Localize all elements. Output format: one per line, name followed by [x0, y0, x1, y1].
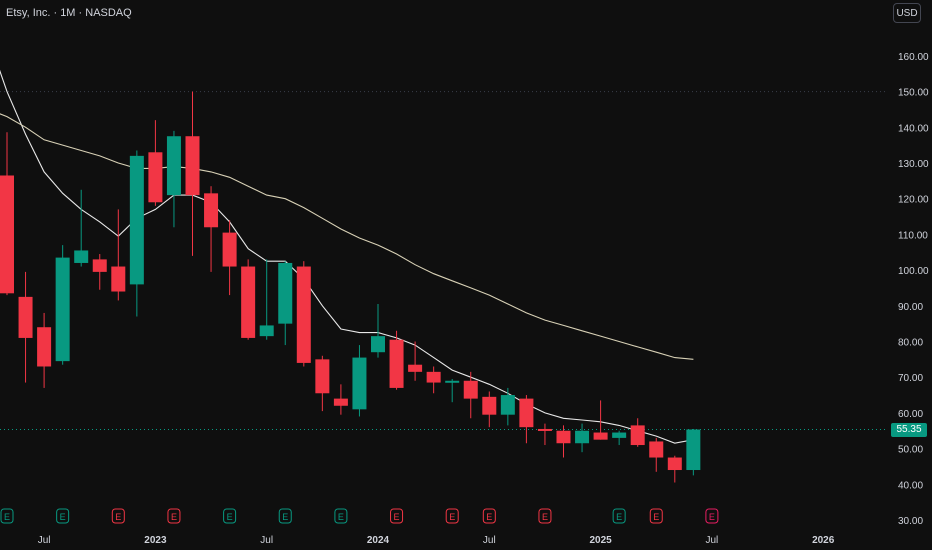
- earnings-marker-icon[interactable]: [390, 508, 404, 524]
- candle-body[interactable]: [259, 325, 274, 337]
- y-tick-label: 50.00: [898, 445, 923, 456]
- candle-body[interactable]: [333, 398, 348, 406]
- earnings-marker-icon[interactable]: [56, 508, 70, 524]
- earnings-marker-icon[interactable]: [538, 508, 552, 524]
- y-tick-label: 150.00: [898, 88, 929, 99]
- earnings-marker-label: E: [227, 512, 233, 522]
- earnings-marker-icon[interactable]: [612, 508, 626, 524]
- candle-body[interactable]: [278, 262, 293, 324]
- earnings-marker-label: E: [60, 512, 66, 522]
- candle-body[interactable]: [519, 398, 534, 428]
- earnings-marker-icon[interactable]: [705, 508, 719, 524]
- candle-body[interactable]: [166, 136, 181, 196]
- candle-body[interactable]: [111, 266, 126, 292]
- earnings-marker-icon[interactable]: [334, 508, 348, 524]
- candle-body[interactable]: [389, 339, 404, 388]
- earnings-marker-label: E: [653, 512, 659, 522]
- x-tick-label: 2023: [144, 535, 167, 546]
- candle-body[interactable]: [537, 428, 552, 431]
- x-tick-label: Jul: [260, 535, 273, 546]
- x-tick-label: Jul: [483, 535, 496, 546]
- earnings-marker-label: E: [115, 512, 121, 522]
- earnings-marker-icon[interactable]: [482, 508, 496, 524]
- earnings-marker-label: E: [4, 512, 10, 522]
- x-tick-label: 2024: [367, 535, 390, 546]
- candle-body[interactable]: [593, 432, 608, 440]
- candle-body[interactable]: [129, 155, 144, 285]
- currency-button[interactable]: USD: [893, 3, 921, 23]
- earnings-marker-label: E: [542, 512, 548, 522]
- candle-body[interactable]: [92, 259, 107, 272]
- earnings-marker-icon[interactable]: [111, 508, 125, 524]
- candle-body[interactable]: [482, 396, 497, 415]
- candle-body[interactable]: [74, 250, 89, 263]
- earnings-marker-label: E: [616, 512, 622, 522]
- x-tick-label: Jul: [706, 535, 719, 546]
- y-tick-label: 60.00: [898, 409, 923, 420]
- candle-body[interactable]: [204, 193, 219, 228]
- candle-body[interactable]: [445, 380, 460, 383]
- candle-body[interactable]: [649, 441, 664, 458]
- earnings-marker-label: E: [709, 512, 715, 522]
- candle-body[interactable]: [241, 266, 256, 338]
- earnings-marker-icon[interactable]: [445, 508, 459, 524]
- earnings-marker-label: E: [486, 512, 492, 522]
- candle-body[interactable]: [408, 364, 423, 372]
- candle-body[interactable]: [667, 457, 682, 471]
- candle-body[interactable]: [148, 152, 163, 203]
- x-tick-label: 2025: [589, 535, 612, 546]
- earnings-marker-icon[interactable]: [167, 508, 181, 524]
- candle-body[interactable]: [686, 429, 701, 471]
- y-tick-label: 120.00: [898, 195, 929, 206]
- earnings-marker-icon[interactable]: [223, 508, 237, 524]
- last-price-tag: 55.35: [891, 422, 927, 437]
- earnings-marker-label: E: [449, 512, 455, 522]
- y-tick-label: 80.00: [898, 338, 923, 349]
- x-tick-label: 2026: [812, 535, 835, 546]
- candle-body[interactable]: [426, 371, 441, 383]
- earnings-marker-icon[interactable]: [278, 508, 292, 524]
- y-tick-label: 140.00: [898, 123, 929, 134]
- candle-body[interactable]: [18, 296, 33, 338]
- candle-body[interactable]: [463, 380, 478, 399]
- y-tick-label: 130.00: [898, 159, 929, 170]
- y-tick-label: 30.00: [898, 516, 923, 527]
- earnings-marker-label: E: [338, 512, 344, 522]
- y-tick-label: 160.00: [898, 52, 929, 63]
- candle-body[interactable]: [296, 266, 311, 363]
- candle-body[interactable]: [556, 430, 571, 444]
- candle-body[interactable]: [37, 327, 52, 367]
- candle-body[interactable]: [575, 430, 590, 444]
- candle-body[interactable]: [0, 175, 14, 294]
- earnings-marker-icon[interactable]: [0, 508, 14, 524]
- candle-body[interactable]: [500, 395, 515, 415]
- candle-body[interactable]: [185, 136, 200, 196]
- y-tick-label: 40.00: [898, 480, 923, 491]
- slow-moving-average-line: [0, 113, 694, 360]
- symbol-label: Etsy, Inc. · 1M · NASDAQ: [6, 7, 132, 19]
- candle-body[interactable]: [371, 336, 385, 353]
- y-tick-label: 70.00: [898, 373, 923, 384]
- x-tick-label: Jul: [38, 535, 51, 546]
- earnings-marker-icon[interactable]: [649, 508, 663, 524]
- y-tick-label: 100.00: [898, 266, 929, 277]
- candle-body[interactable]: [55, 257, 70, 362]
- fast-moving-average-line: [0, 69, 694, 444]
- y-tick-label: 90.00: [898, 302, 923, 313]
- candle-body[interactable]: [352, 357, 367, 410]
- earnings-marker-label: E: [282, 512, 288, 522]
- candle-body[interactable]: [630, 425, 645, 446]
- candle-body[interactable]: [315, 359, 330, 394]
- candle-body[interactable]: [612, 432, 627, 438]
- earnings-marker-label: E: [394, 512, 400, 522]
- candle-body[interactable]: [222, 232, 237, 267]
- earnings-marker-label: E: [171, 512, 177, 522]
- y-tick-label: 110.00: [898, 230, 928, 241]
